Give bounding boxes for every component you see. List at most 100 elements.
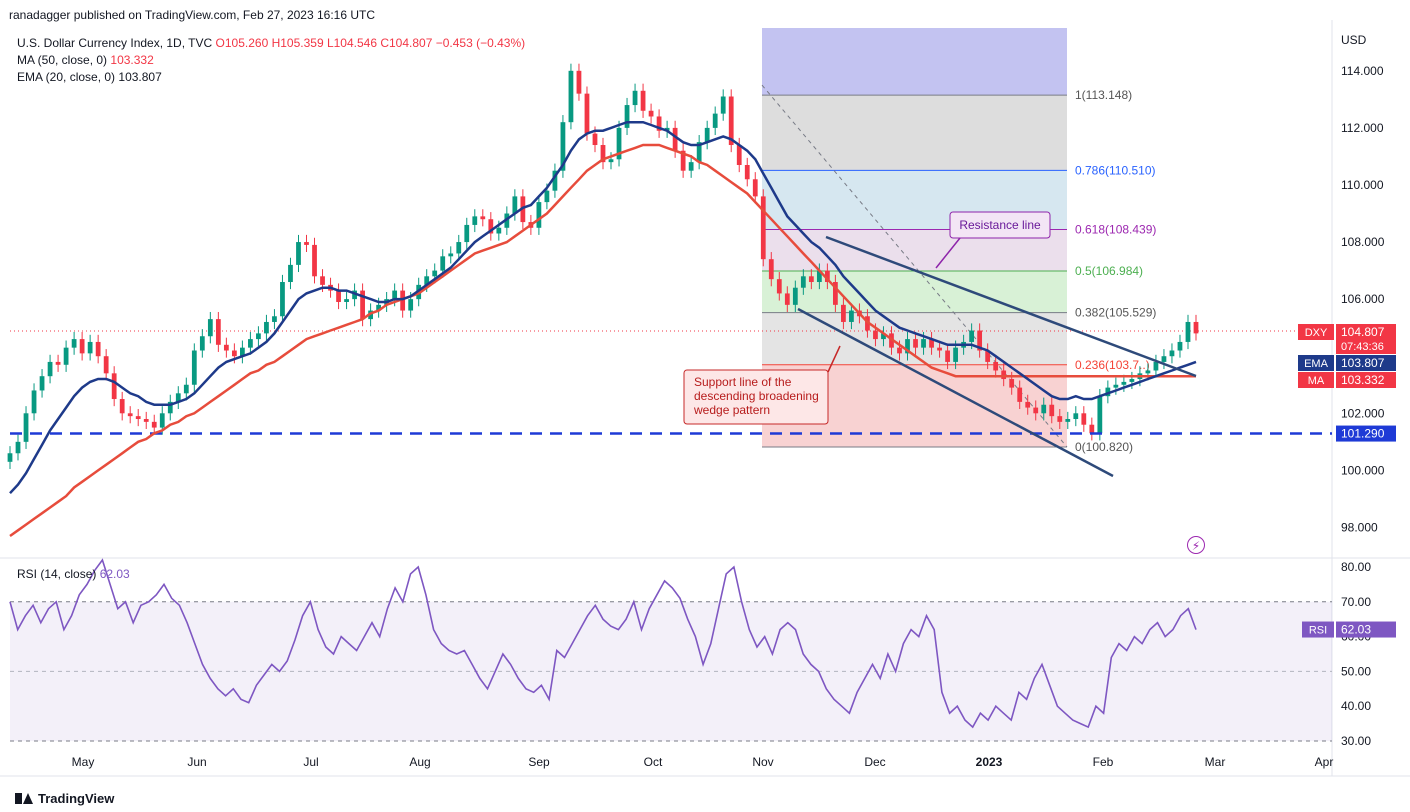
candle-body xyxy=(616,127,622,160)
rsi-tag-value: 62.03 xyxy=(1341,623,1371,637)
rsi-tick-label: 40.00 xyxy=(1341,699,1371,713)
time-tick-label: Aug xyxy=(409,755,430,769)
resistance-note-box xyxy=(949,211,1051,239)
ma-price-value: 103.332 xyxy=(1341,373,1385,387)
dxy-price-label-bg xyxy=(1298,324,1334,340)
fib-label: 0.786(110.510) xyxy=(1075,163,1156,177)
candle-body xyxy=(183,384,189,394)
footer-brand[interactable]: TradingView xyxy=(15,791,114,806)
candle-body xyxy=(151,421,157,428)
candle-body xyxy=(320,276,325,285)
candle-body xyxy=(215,319,221,345)
time-tick-label: Nov xyxy=(752,755,773,769)
candle-body xyxy=(55,361,61,365)
candle-body xyxy=(456,242,462,254)
ema-price-label: EMA xyxy=(1304,358,1329,370)
candle-body xyxy=(231,350,237,357)
candle-body xyxy=(95,341,101,357)
candle-body xyxy=(448,253,454,257)
candle-body xyxy=(985,350,991,362)
candle-body xyxy=(1089,424,1095,434)
resistance-note-pointer xyxy=(935,237,961,269)
support-value-bg xyxy=(1336,425,1396,442)
fib-label: 0.618(108.439) xyxy=(1075,223,1156,237)
candle-body xyxy=(400,290,406,311)
candle-body xyxy=(103,356,109,374)
candle-body xyxy=(272,316,277,322)
ema-price-value: 103.807 xyxy=(1341,356,1385,370)
ma-line xyxy=(9,143,1196,538)
candle-body xyxy=(496,227,502,234)
candle-body xyxy=(119,399,125,414)
candle-body xyxy=(223,344,229,351)
candle-body xyxy=(905,339,910,354)
candle-body xyxy=(15,441,21,454)
candle-body xyxy=(808,276,814,283)
candle-body xyxy=(464,224,470,243)
candle-body xyxy=(656,116,662,131)
time-tick-label: Oct xyxy=(644,755,663,769)
rsi-tick-label: 70.00 xyxy=(1341,595,1371,609)
candle-body xyxy=(1105,387,1111,397)
candle-body xyxy=(432,270,438,277)
rsi-tick-label: 30.00 xyxy=(1341,734,1371,748)
candle-body xyxy=(31,390,37,414)
candle-body xyxy=(937,347,942,351)
legend-ma-value: 103.332 xyxy=(110,53,154,67)
candle-body xyxy=(560,122,566,171)
legend-ma[interactable]: MA (50, close, 0) 103.332 xyxy=(17,53,154,67)
wedge-support-line xyxy=(797,307,1114,478)
candle-body xyxy=(143,419,149,422)
candle-body xyxy=(1049,404,1055,417)
time-tick-label: Jun xyxy=(187,755,206,769)
candle-body xyxy=(127,413,133,417)
price-tick-label: 106.000 xyxy=(1341,292,1385,306)
candle-body xyxy=(1009,379,1015,388)
support-value: 101.290 xyxy=(1341,427,1385,441)
publish-info: ranadagger published on TradingView.com,… xyxy=(9,8,376,22)
candle-body xyxy=(360,290,365,320)
price-tick-label: 108.000 xyxy=(1341,235,1385,249)
fib-label: 0.5(106.984) xyxy=(1075,264,1143,278)
legend-main[interactable]: U.S. Dollar Currency Index, 1D, TVC O105… xyxy=(17,36,525,50)
candle-body xyxy=(424,276,430,285)
candle-body xyxy=(512,196,518,214)
candle-body xyxy=(1081,413,1087,425)
support-note-text: Support line of the descending broadening… xyxy=(693,375,819,417)
candle-body xyxy=(1169,350,1175,357)
candle-body xyxy=(87,341,93,354)
candle-body xyxy=(1153,361,1159,371)
candle-body xyxy=(1121,381,1127,385)
legend-rsi-label: RSI (14, close) xyxy=(17,567,97,581)
candle-body xyxy=(929,339,934,348)
rsi-tick-label: 50.00 xyxy=(1341,664,1371,678)
candle-body xyxy=(849,310,854,322)
candle-body xyxy=(256,333,261,340)
candle-body xyxy=(897,347,902,354)
candle-body xyxy=(280,282,285,317)
fib-zone xyxy=(762,271,1067,313)
legend-ma-label: MA (50, close, 0) xyxy=(17,53,108,67)
candle-body xyxy=(175,393,181,402)
candle-body xyxy=(376,304,382,311)
price-tick-label: 114.000 xyxy=(1341,64,1384,78)
candle-body xyxy=(191,350,197,385)
resistance-note-text: Resistance line xyxy=(959,218,1041,232)
candle-body xyxy=(608,159,614,163)
lightning-icon[interactable]: ⚡ xyxy=(1187,536,1205,554)
legend-rsi[interactable]: RSI (14, close) 62.03 xyxy=(17,567,130,581)
ma-price-label-bg xyxy=(1298,372,1334,388)
candle-body xyxy=(1065,419,1071,422)
fib-label: 1(113.148) xyxy=(1075,88,1132,102)
legend-ohlc: O105.260 H105.359 L104.546 C104.807 −0.4… xyxy=(215,36,526,50)
candle-body xyxy=(696,142,702,163)
candle-body xyxy=(945,350,950,362)
candle-body xyxy=(800,276,806,288)
fib-label: 0.236(103.7..) xyxy=(1075,358,1150,372)
time-tick-label: Jul xyxy=(303,755,318,769)
candle-body xyxy=(784,293,790,305)
legend-ema[interactable]: EMA (20, close, 0) 103.807 xyxy=(17,70,162,84)
candle-body xyxy=(304,242,309,245)
candle-body xyxy=(39,376,45,391)
